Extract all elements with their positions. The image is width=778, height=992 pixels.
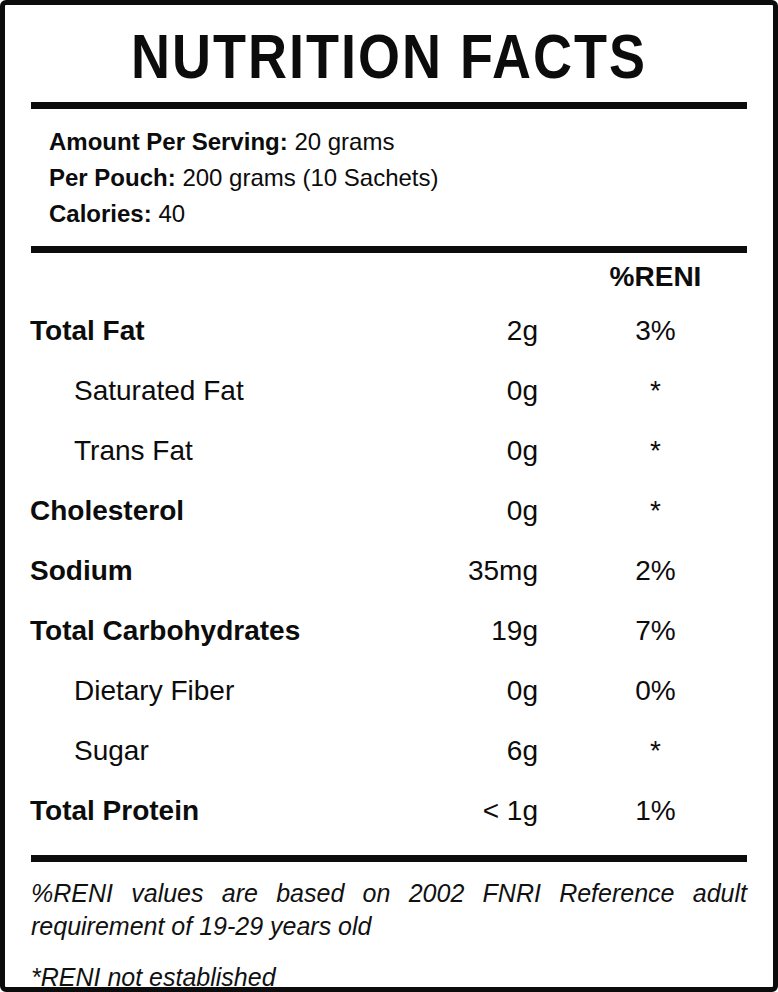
- nutrient-amount: 35mg: [360, 555, 538, 587]
- reni-column-header: %RENI: [538, 261, 773, 293]
- nutrient-name: Sodium: [30, 555, 360, 587]
- nutrient-name: Cholesterol: [30, 495, 360, 527]
- row-saturated-fat: Saturated Fat 0g *: [30, 361, 773, 421]
- footnotes: %RENI values are based on 2002 FNRI Refe…: [31, 877, 747, 992]
- serving-line-amount-per-serving: Amount Per Serving: 20 grams: [49, 124, 773, 160]
- row-sodium: Sodium 35mg 2%: [30, 541, 773, 601]
- nutrient-name: Total Protein: [30, 795, 360, 827]
- serving-label: Per Pouch:: [49, 164, 176, 191]
- row-total-fat: Total Fat 2g 3%: [30, 301, 773, 361]
- nutrient-reni: 0%: [538, 675, 773, 707]
- row-sugar: Sugar 6g *: [30, 721, 773, 781]
- divider-table-top: [31, 246, 747, 253]
- nutrient-amount: 2g: [360, 315, 538, 347]
- nutrient-name: Saturated Fat: [30, 375, 360, 407]
- nutrient-name: Total Carbohydrates: [30, 615, 360, 647]
- row-total-protein: Total Protein < 1g 1%: [30, 781, 773, 841]
- nutrient-amount: 6g: [360, 735, 538, 767]
- reni-not-established-footnote: *RENI not established: [31, 962, 747, 992]
- serving-line-calories: Calories: 40: [49, 196, 773, 232]
- nutrient-reni: *: [538, 375, 773, 407]
- nutrient-reni: *: [538, 495, 773, 527]
- nutrient-name: Trans Fat: [30, 435, 360, 467]
- serving-label: Amount Per Serving:: [49, 128, 288, 155]
- nutrient-reni: *: [538, 435, 773, 467]
- reni-basis-line1: %RENI values are based on 2002 FNRI Refe…: [31, 877, 747, 910]
- nutrient-amount: 0g: [360, 375, 538, 407]
- nutrient-name: Dietary Fiber: [30, 675, 360, 707]
- nutrient-amount: 0g: [360, 435, 538, 467]
- serving-value: 20 grams: [294, 128, 394, 155]
- nutrient-name: Total Fat: [30, 315, 360, 347]
- nutrient-reni: *: [538, 735, 773, 767]
- divider-bottom: [31, 855, 747, 862]
- nutrient-reni: 7%: [538, 615, 773, 647]
- nutrient-amount: 19g: [360, 615, 538, 647]
- reni-basis-line2: requirement of 19-29 years old: [31, 910, 747, 943]
- serving-value: 200 grams (10 Sachets): [182, 164, 438, 191]
- row-trans-fat: Trans Fat 0g *: [30, 421, 773, 481]
- divider-top: [31, 102, 747, 109]
- serving-info: Amount Per Serving: 20 grams Per Pouch: …: [5, 109, 773, 246]
- reni-basis-footnote: %RENI values are based on 2002 FNRI Refe…: [31, 877, 747, 943]
- nutrient-amount: 0g: [360, 495, 538, 527]
- row-cholesterol: Cholesterol 0g *: [30, 481, 773, 541]
- nutrient-amount: 0g: [360, 675, 538, 707]
- serving-label: Calories:: [49, 200, 152, 227]
- nutrient-name: Sugar: [30, 735, 360, 767]
- nutrient-reni: 2%: [538, 555, 773, 587]
- nutrition-facts-label: NUTRITION FACTS Amount Per Serving: 20 g…: [0, 0, 778, 992]
- nutrient-reni: 3%: [538, 315, 773, 347]
- page-title: NUTRITION FACTS: [131, 20, 647, 92]
- table-header-row: %RENI: [30, 253, 773, 301]
- label-header: NUTRITION FACTS: [5, 20, 773, 92]
- serving-value: 40: [158, 200, 185, 227]
- nutrient-amount: < 1g: [360, 795, 538, 827]
- row-dietary-fiber: Dietary Fiber 0g 0%: [30, 661, 773, 721]
- nutrients-table: %RENI Total Fat 2g 3% Saturated Fat 0g *…: [30, 253, 773, 841]
- serving-line-per-pouch: Per Pouch: 200 grams (10 Sachets): [49, 160, 773, 196]
- row-total-carbohydrates: Total Carbohydrates 19g 7%: [30, 601, 773, 661]
- nutrient-reni: 1%: [538, 795, 773, 827]
